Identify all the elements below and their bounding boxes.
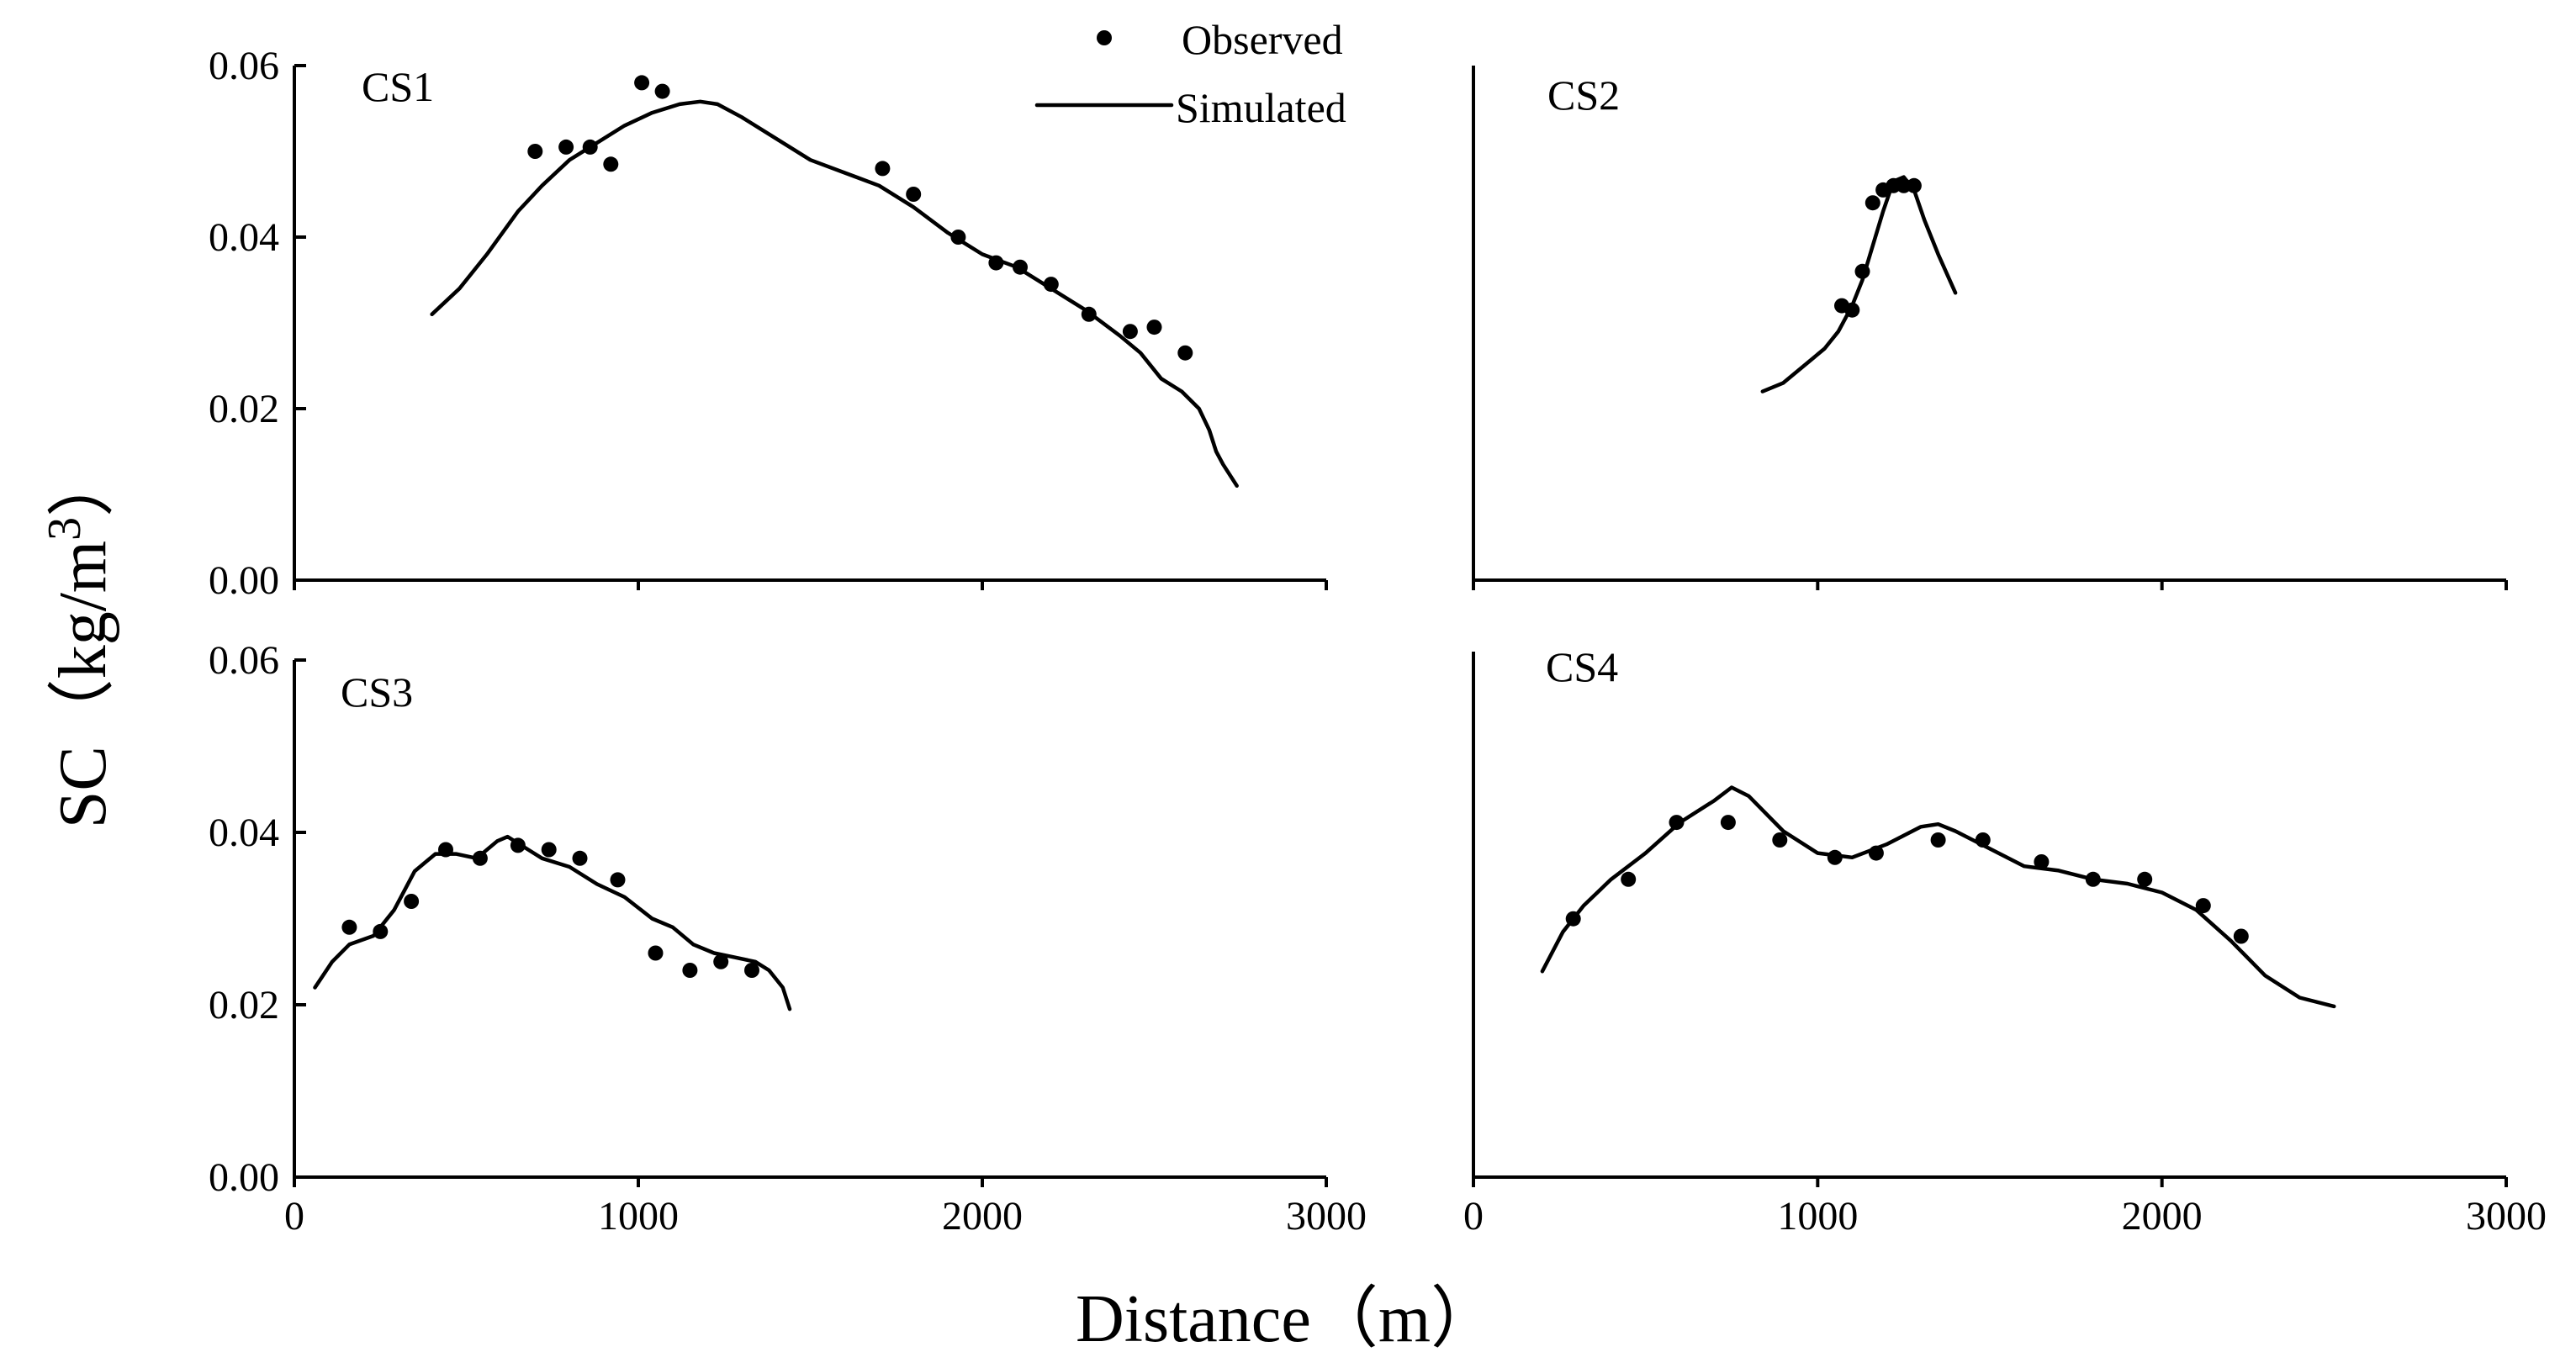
observed-point — [2233, 928, 2249, 944]
panel-cs1: 0.00 0.02 0.04 0.06 CS1 — [209, 44, 1328, 603]
x-tick-label: 0 — [284, 1194, 304, 1239]
observed-point — [1868, 845, 1884, 861]
observed-point — [438, 842, 453, 858]
panel-title: CS1 — [362, 63, 434, 110]
x-tick-label: 2000 — [942, 1194, 1023, 1239]
x-tick-label: 2000 — [2122, 1194, 2203, 1239]
observed-point — [875, 161, 891, 177]
observed-point — [1930, 832, 1946, 848]
observed-point — [603, 156, 619, 172]
observed-point — [1122, 324, 1138, 340]
observed-point — [1844, 302, 1860, 318]
observed-point — [572, 850, 588, 866]
observed-point — [1177, 345, 1193, 361]
observed-point — [2195, 898, 2211, 914]
observed-point — [510, 837, 526, 853]
x-tick-label: 3000 — [2466, 1194, 2547, 1239]
observed-point — [682, 963, 698, 978]
observed-point — [1906, 177, 1922, 193]
panel-title: CS3 — [341, 668, 413, 716]
observed-point — [558, 139, 574, 155]
observed-point — [472, 850, 488, 866]
x-tick-label: 1000 — [598, 1194, 679, 1239]
observed-point — [610, 872, 626, 888]
observed-point — [541, 842, 557, 858]
observed-point — [906, 187, 922, 202]
panel-cs2: CS2 — [1472, 66, 2508, 590]
x-tick-label: 1000 — [1777, 1194, 1858, 1239]
y-axis-title: SC（kg/m3） — [39, 450, 120, 828]
observed-point — [404, 894, 420, 909]
x-axis-title: Distance（m） — [1076, 1282, 1498, 1356]
simulated-line — [430, 99, 1239, 489]
observed-point — [1854, 263, 1870, 279]
panel-cs3: 0.00 0.02 0.04 0.06 0 1000 2000 3000 CS3 — [209, 638, 1367, 1239]
y-tick-label: 0.02 — [209, 983, 279, 1027]
x-tick-label: 3000 — [1286, 1194, 1367, 1239]
observed-point — [950, 230, 966, 245]
observed-point — [1865, 195, 1880, 211]
observed-point — [1146, 320, 1162, 335]
observed-point — [1013, 259, 1028, 275]
y-tick-label: 0.06 — [209, 638, 279, 683]
observed-point — [1886, 177, 1902, 193]
simulated-line — [1540, 785, 2336, 1009]
observed-point — [648, 945, 664, 961]
legend: Observed Simulated — [1034, 16, 1346, 131]
x-tick-label: 0 — [1463, 1194, 1484, 1239]
observed-point — [634, 75, 650, 91]
observed-point — [1081, 306, 1097, 322]
y-axis-title-superscript: 3 — [39, 517, 91, 541]
panel-title: CS2 — [1547, 71, 1620, 119]
observed-point — [988, 255, 1004, 271]
observed-point — [713, 953, 729, 969]
observed-point — [1621, 871, 1637, 887]
observed-point — [1975, 832, 1991, 848]
legend-observed-label: Observed — [1182, 16, 1343, 63]
observed-point — [1827, 849, 1843, 865]
y-axis-title-suffix: ） — [46, 450, 120, 517]
observed-point — [341, 919, 357, 935]
observed-point — [1565, 911, 1581, 927]
observed-point — [1772, 832, 1788, 848]
observed-point — [744, 963, 759, 978]
y-tick-label: 0.04 — [209, 215, 279, 260]
simulated-line — [313, 834, 792, 1011]
y-tick-label: 0.02 — [209, 387, 279, 431]
panel-cs4: 0 1000 2000 3000 CS4 — [1463, 643, 2547, 1239]
y-tick-label: 0.00 — [209, 558, 279, 603]
observed-point — [2034, 854, 2050, 869]
observed-point — [527, 144, 543, 159]
observed-point — [1720, 815, 1736, 831]
observed-point — [373, 923, 389, 939]
observed-point — [2085, 871, 2101, 887]
legend-simulated-label: Simulated — [1176, 84, 1346, 131]
y-tick-label: 0.06 — [209, 44, 279, 88]
legend-observed-marker — [1097, 30, 1112, 45]
y-axis-title-main: SC（kg/m — [46, 541, 120, 828]
y-tick-label: 0.00 — [209, 1155, 279, 1200]
y-tick-label: 0.04 — [209, 811, 279, 855]
observed-point — [582, 139, 598, 155]
observed-point — [1043, 277, 1059, 293]
observed-point — [1669, 815, 1685, 831]
simulated-line — [1760, 175, 1958, 393]
observed-point — [654, 83, 670, 99]
panel-title: CS4 — [1546, 643, 1618, 690]
observed-point — [2137, 871, 2153, 887]
